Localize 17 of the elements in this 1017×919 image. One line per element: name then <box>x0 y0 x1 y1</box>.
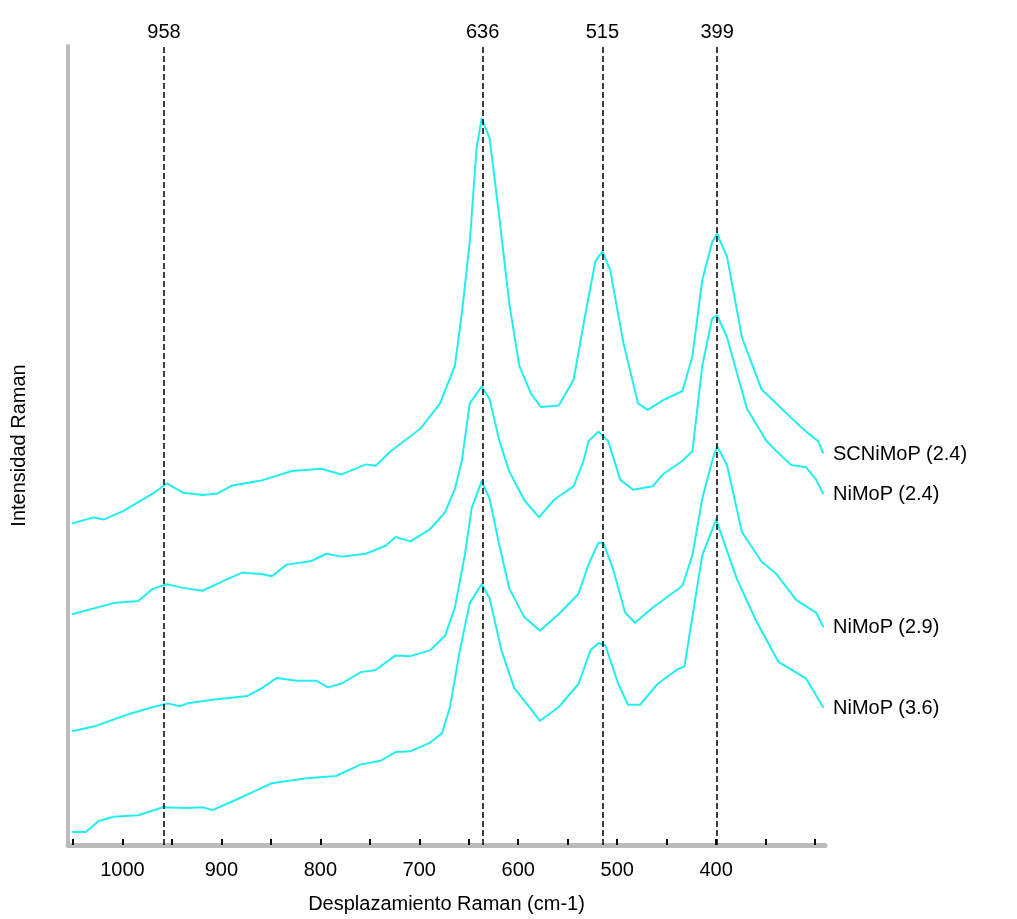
x-tick-label: 700 <box>402 858 436 880</box>
y-axis-title: Intensidad Raman <box>7 364 29 527</box>
series-label: NiMoP (3.6) <box>833 695 940 718</box>
x-tick-label: 400 <box>699 858 733 880</box>
x-tick-label: 1000 <box>100 858 145 880</box>
ref-line-label: 636 <box>465 20 500 42</box>
series-label: SCNiMoP (2.4) <box>833 441 968 464</box>
ref-line-label: 515 <box>585 20 620 42</box>
series-label: NiMoP (2.9) <box>833 615 940 638</box>
ref-line-label: 399 <box>700 20 734 42</box>
series-label: NiMoP (2.4) <box>833 482 940 505</box>
x-tick-label: 500 <box>600 858 634 880</box>
x-tick-label: 900 <box>204 858 239 880</box>
x-tick-label: 600 <box>501 858 535 880</box>
x-axis-title: Desplazamiento Raman (cm-1) <box>308 892 585 914</box>
x-tick-label: 800 <box>303 858 338 880</box>
ref-line-label: 958 <box>147 20 181 42</box>
